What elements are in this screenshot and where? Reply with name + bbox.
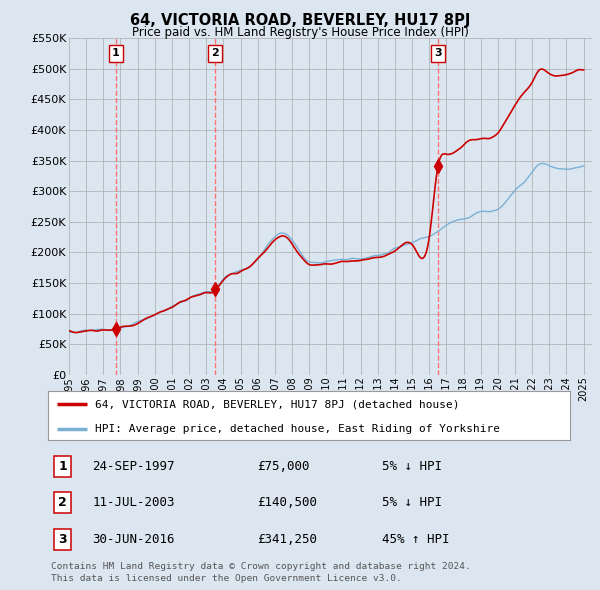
Text: 11-JUL-2003: 11-JUL-2003 (92, 496, 175, 509)
Text: 64, VICTORIA ROAD, BEVERLEY, HU17 8PJ (detached house): 64, VICTORIA ROAD, BEVERLEY, HU17 8PJ (d… (95, 399, 460, 409)
Text: 1: 1 (112, 48, 120, 58)
Text: 5% ↓ HPI: 5% ↓ HPI (382, 460, 442, 473)
Text: 1: 1 (58, 460, 67, 473)
Text: £341,250: £341,250 (257, 533, 317, 546)
Text: This data is licensed under the Open Government Licence v3.0.: This data is licensed under the Open Gov… (51, 574, 402, 583)
Text: £75,000: £75,000 (257, 460, 310, 473)
Text: 5% ↓ HPI: 5% ↓ HPI (382, 496, 442, 509)
Text: Price paid vs. HM Land Registry's House Price Index (HPI): Price paid vs. HM Land Registry's House … (131, 26, 469, 39)
Text: Contains HM Land Registry data © Crown copyright and database right 2024.: Contains HM Land Registry data © Crown c… (51, 562, 471, 571)
Text: 3: 3 (434, 48, 442, 58)
Text: 3: 3 (58, 533, 67, 546)
Text: 2: 2 (58, 496, 67, 509)
Text: 30-JUN-2016: 30-JUN-2016 (92, 533, 175, 546)
Text: 45% ↑ HPI: 45% ↑ HPI (382, 533, 449, 546)
Text: 24-SEP-1997: 24-SEP-1997 (92, 460, 175, 473)
Text: 2: 2 (211, 48, 219, 58)
Text: HPI: Average price, detached house, East Riding of Yorkshire: HPI: Average price, detached house, East… (95, 424, 500, 434)
Text: £140,500: £140,500 (257, 496, 317, 509)
Text: 64, VICTORIA ROAD, BEVERLEY, HU17 8PJ: 64, VICTORIA ROAD, BEVERLEY, HU17 8PJ (130, 13, 470, 28)
